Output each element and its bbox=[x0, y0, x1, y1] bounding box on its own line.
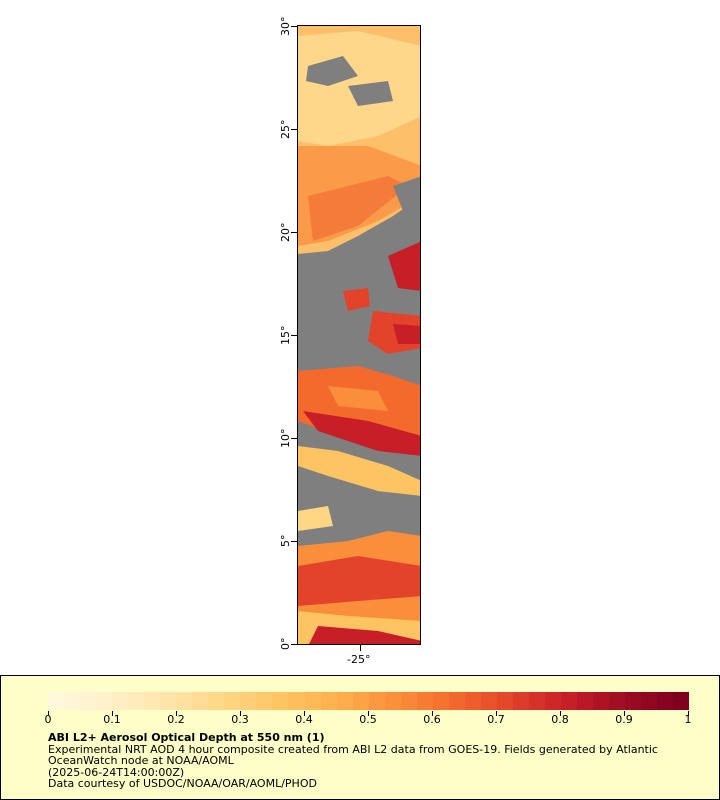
aod-field bbox=[298, 26, 420, 644]
y-tick-15 bbox=[291, 335, 297, 336]
colorbar-step bbox=[368, 692, 385, 710]
cb-tick bbox=[560, 711, 561, 716]
y-tick-5 bbox=[291, 541, 297, 542]
colorbar-step bbox=[400, 692, 417, 710]
colorbar-step bbox=[256, 692, 273, 710]
y-tick-0 bbox=[291, 644, 297, 645]
cb-label: 0.8 bbox=[551, 713, 569, 726]
colorbar-step bbox=[288, 692, 305, 710]
x-label-25w: -25° bbox=[347, 653, 371, 666]
cb-label: 0.2 bbox=[167, 713, 185, 726]
cb-tick bbox=[496, 711, 497, 716]
colorbar-step bbox=[144, 692, 161, 710]
cb-label: 0 bbox=[44, 713, 52, 726]
colorbar-step bbox=[528, 692, 545, 710]
colorbar-step bbox=[641, 692, 658, 710]
colorbar-step bbox=[384, 692, 401, 710]
colorbar-step bbox=[112, 692, 129, 710]
colorbar-step bbox=[561, 692, 578, 710]
colorbar-step bbox=[128, 692, 145, 710]
cb-tick bbox=[48, 711, 49, 716]
y-label-30: 30° bbox=[279, 16, 292, 37]
cb-label: 0.1 bbox=[103, 713, 121, 726]
cb-tick bbox=[624, 711, 625, 716]
colorbar-step bbox=[272, 692, 289, 710]
cb-tick bbox=[432, 711, 433, 716]
colorbar-step bbox=[544, 692, 561, 710]
colorbar-step bbox=[160, 692, 177, 710]
colorbar-step bbox=[464, 692, 481, 710]
y-label-15: 15° bbox=[279, 325, 292, 346]
colorbar-step bbox=[224, 692, 241, 710]
colorbar-step bbox=[593, 692, 610, 710]
y-tick-25 bbox=[291, 129, 297, 130]
colorbar-step bbox=[416, 692, 433, 710]
y-tick-10 bbox=[291, 438, 297, 439]
colorbar-step bbox=[240, 692, 257, 710]
cb-tick bbox=[176, 711, 177, 716]
colorbar-step bbox=[320, 692, 337, 710]
cb-tick bbox=[304, 711, 305, 716]
colorbar-step bbox=[80, 692, 97, 710]
cb-label: 0.4 bbox=[295, 713, 313, 726]
colorbar bbox=[48, 692, 690, 710]
colorbar-step bbox=[336, 692, 353, 710]
y-label-0: 0° bbox=[279, 637, 292, 651]
colorbar-step bbox=[208, 692, 225, 710]
cb-tick bbox=[240, 711, 241, 716]
cb-tick bbox=[112, 711, 113, 716]
colorbar-step bbox=[304, 692, 321, 710]
colorbar-step bbox=[480, 692, 497, 710]
y-label-25: 25° bbox=[279, 119, 292, 140]
colorbar-step bbox=[96, 692, 113, 710]
colorbar-step bbox=[512, 692, 529, 710]
caption-line: OceanWatch node at NOAA/AOML bbox=[48, 754, 234, 767]
cb-label: 0.7 bbox=[487, 713, 505, 726]
caption: ABI L2+ Aerosol Optical Depth at 550 nm … bbox=[48, 732, 688, 790]
colorbar-step bbox=[448, 692, 465, 710]
colorbar-step bbox=[577, 692, 594, 710]
colorbar-step bbox=[496, 692, 513, 710]
y-label-20: 20° bbox=[279, 222, 292, 243]
cb-tick bbox=[368, 711, 369, 716]
colorbar-step bbox=[48, 692, 65, 710]
y-label-5: 5° bbox=[279, 534, 292, 548]
colorbar-step bbox=[657, 692, 674, 710]
colorbar-step bbox=[352, 692, 369, 710]
aod-map bbox=[297, 25, 421, 645]
colorbar-step bbox=[64, 692, 81, 710]
caption-line: Data courtesy of USDOC/NOAA/OAR/AOML/PHO… bbox=[48, 777, 317, 790]
caption-line: Experimental NRT AOD 4 hour composite cr… bbox=[48, 742, 658, 756]
cb-tick bbox=[688, 711, 689, 716]
colorbar-step bbox=[673, 692, 690, 710]
y-tick-30 bbox=[291, 26, 297, 27]
cb-label: 1 bbox=[684, 713, 692, 726]
cb-label: 0.3 bbox=[231, 713, 249, 726]
cb-label: 0.5 bbox=[359, 713, 377, 726]
cb-label: 0.9 bbox=[615, 713, 633, 726]
colorbar-step bbox=[176, 692, 193, 710]
cb-label: 0.6 bbox=[423, 713, 441, 726]
y-tick-20 bbox=[291, 232, 297, 233]
caption-title: ABI L2+ Aerosol Optical Depth at 550 nm … bbox=[48, 731, 325, 744]
colorbar-step bbox=[432, 692, 449, 710]
x-tick-25w bbox=[360, 645, 361, 651]
y-label-10: 10° bbox=[279, 428, 292, 449]
colorbar-step bbox=[192, 692, 209, 710]
colorbar-step bbox=[625, 692, 642, 710]
colorbar-step bbox=[609, 692, 626, 710]
caption-line: (2025-06-24T14:00:00Z) bbox=[48, 765, 185, 779]
